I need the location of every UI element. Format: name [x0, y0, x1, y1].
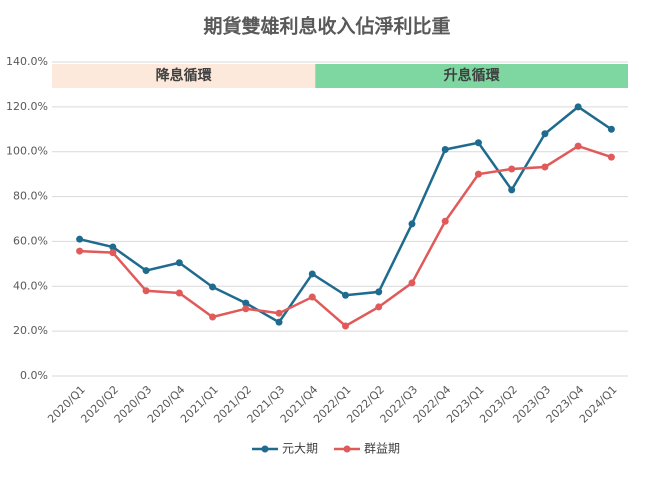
point — [474, 139, 482, 147]
point — [308, 270, 316, 278]
y-tick-label: 100.0% — [6, 145, 48, 158]
point — [607, 125, 615, 133]
y-tick-label: 60.0% — [13, 234, 48, 247]
point — [508, 186, 516, 194]
legend-marker — [261, 445, 269, 453]
y-tick-label: 0.0% — [20, 369, 48, 382]
y-tick-label: 20.0% — [13, 324, 48, 337]
point — [342, 291, 349, 299]
point — [175, 289, 183, 297]
point — [275, 309, 283, 317]
legend-label: 群益期 — [364, 442, 400, 456]
point — [574, 103, 582, 111]
point — [76, 235, 84, 243]
point — [209, 283, 217, 291]
point — [142, 267, 150, 275]
cycle-band — [315, 64, 628, 88]
point — [607, 153, 615, 161]
legend-marker — [343, 445, 351, 453]
cycle-band — [52, 64, 316, 88]
point — [375, 303, 383, 311]
y-tick-label: 140.0% — [6, 55, 48, 68]
point — [342, 322, 349, 330]
point — [209, 313, 217, 321]
point — [109, 249, 117, 257]
point — [76, 247, 84, 255]
point — [142, 287, 150, 295]
point — [408, 220, 416, 228]
point — [541, 163, 549, 171]
point — [541, 130, 549, 138]
cycle-label: 升息循環 — [444, 67, 501, 84]
point — [242, 305, 250, 313]
point — [242, 299, 250, 307]
y-tick-label: 80.0% — [13, 190, 48, 203]
point — [308, 293, 316, 301]
point — [474, 170, 482, 178]
point — [275, 318, 283, 326]
point — [574, 142, 582, 150]
point — [441, 145, 449, 153]
y-tick-label: 120.0% — [6, 100, 48, 113]
series-line — [79, 105, 613, 324]
point — [508, 165, 516, 173]
y-tick-label: 40.0% — [13, 279, 48, 292]
cycle-label: 降息循環 — [156, 67, 213, 84]
point — [441, 217, 449, 225]
chart-title: 期貨雙雄利息收入佔淨利比重 — [203, 15, 450, 38]
point — [408, 279, 416, 287]
point — [175, 259, 183, 267]
point — [375, 288, 383, 296]
series-line — [79, 144, 612, 328]
point — [109, 243, 117, 251]
legend-label: 元大期 — [282, 442, 318, 456]
